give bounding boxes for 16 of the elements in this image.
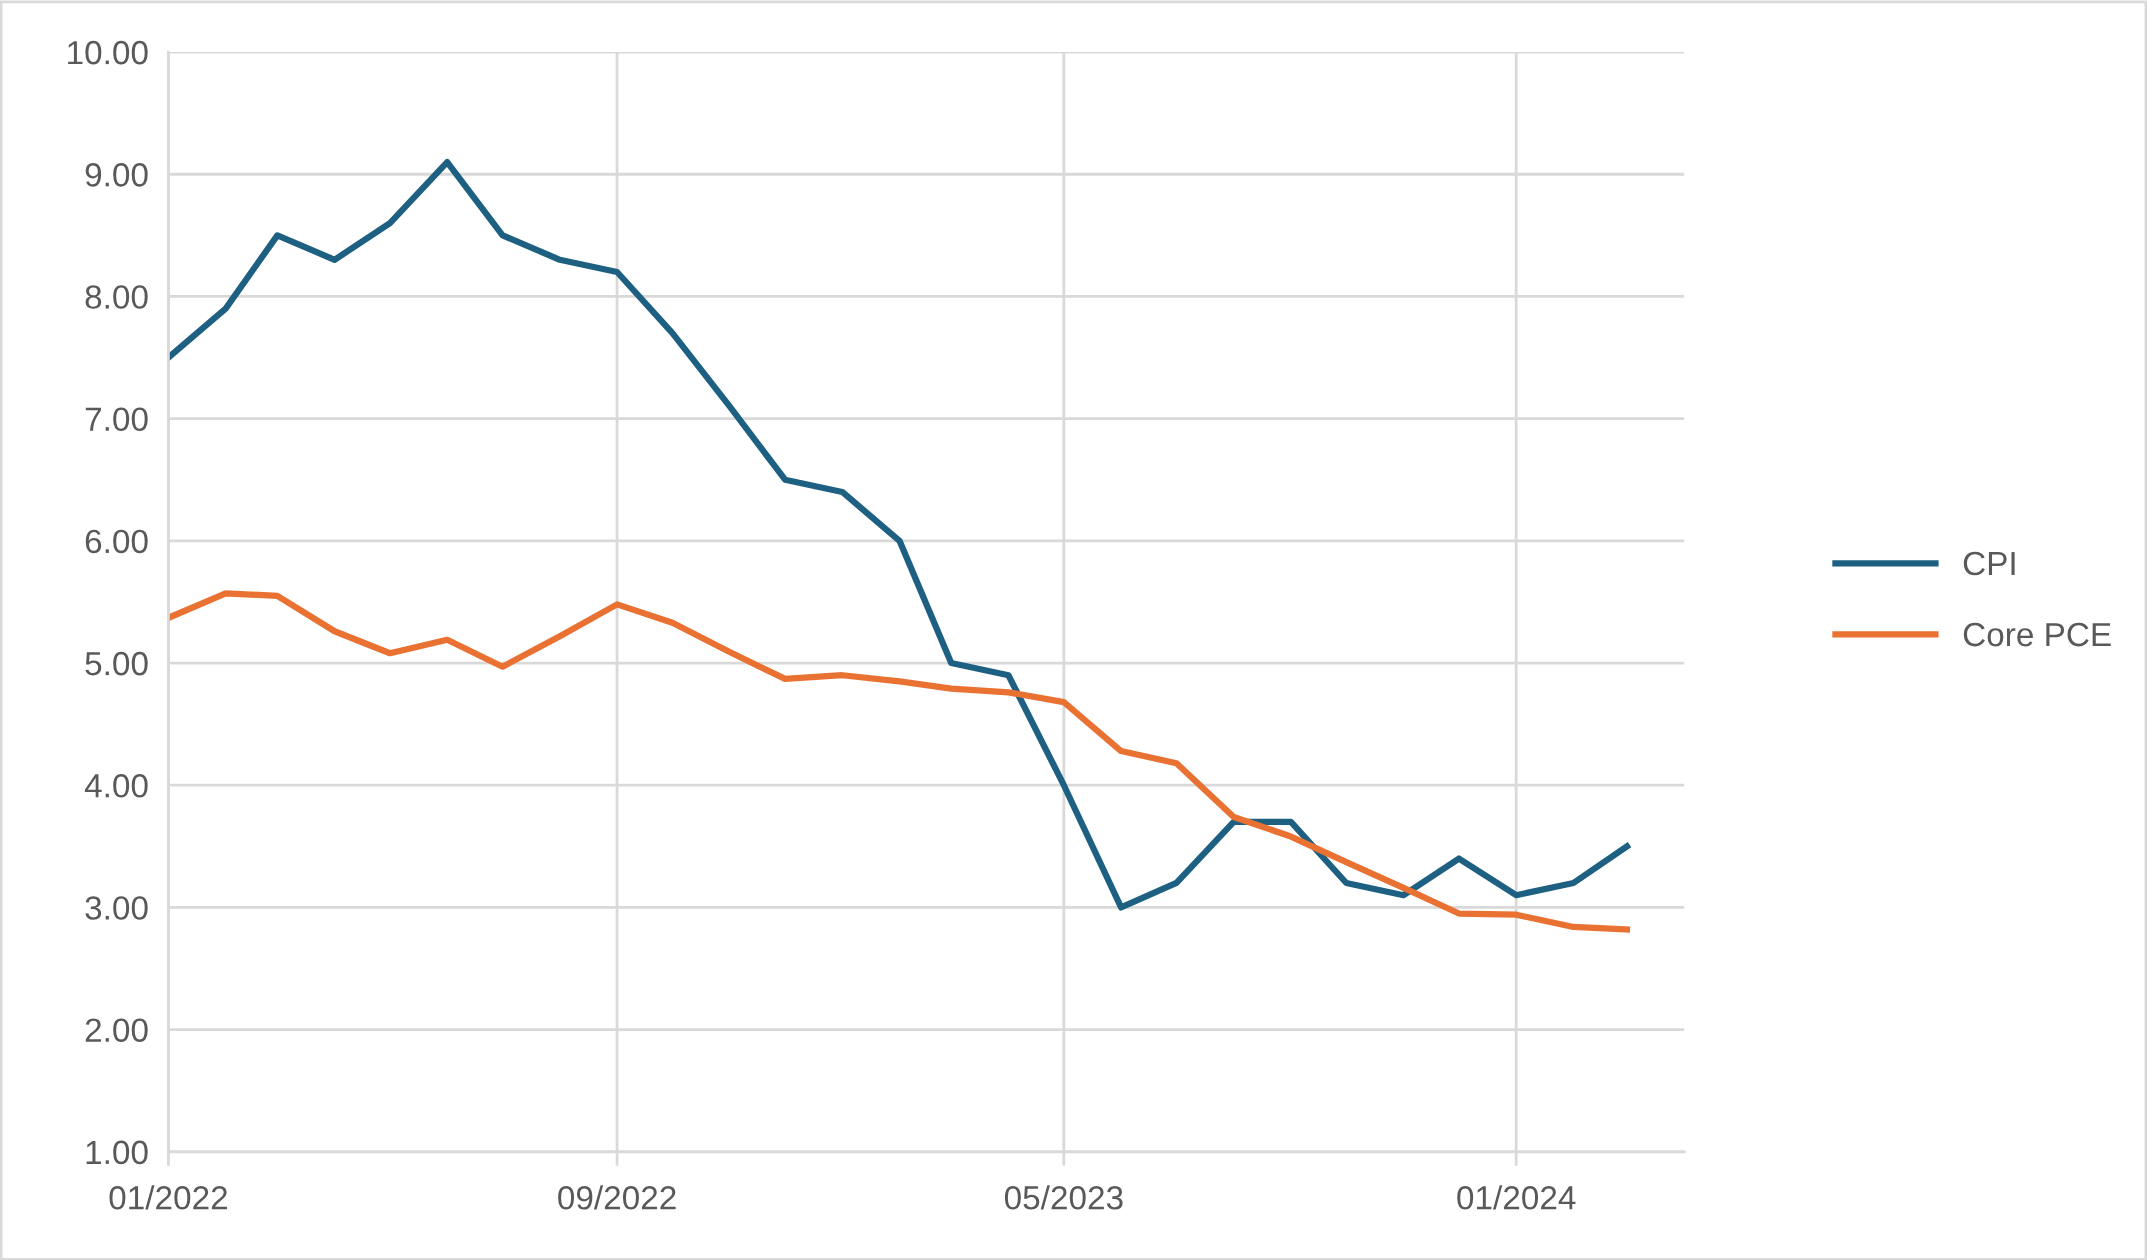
y-tick-label: 6.00: [85, 529, 148, 554]
x-tick-label: 05/2023: [1004, 1185, 1123, 1210]
y-tick-label: 8.00: [85, 285, 148, 309]
x-tick-label: 01/2022: [109, 1185, 227, 1210]
legend-label: Core PCE: [1963, 622, 2111, 647]
x-tick-label: 09/2022: [558, 1185, 676, 1210]
x-tick-label: 01/2024: [1457, 1185, 1576, 1210]
y-tick-label: 7.00: [85, 407, 148, 432]
y-tick-label: 9.00: [85, 163, 148, 187]
y-tick-label: 1.00: [86, 1140, 148, 1165]
legend-label: CPI: [1963, 551, 2015, 576]
y-tick-label: 4.00: [84, 774, 148, 798]
y-tick-label: 10.00: [68, 40, 148, 65]
y-tick-label: 3.00: [85, 896, 148, 920]
y-tick-label: 5.00: [85, 651, 148, 676]
y-tick-label: 2.00: [85, 1018, 148, 1043]
